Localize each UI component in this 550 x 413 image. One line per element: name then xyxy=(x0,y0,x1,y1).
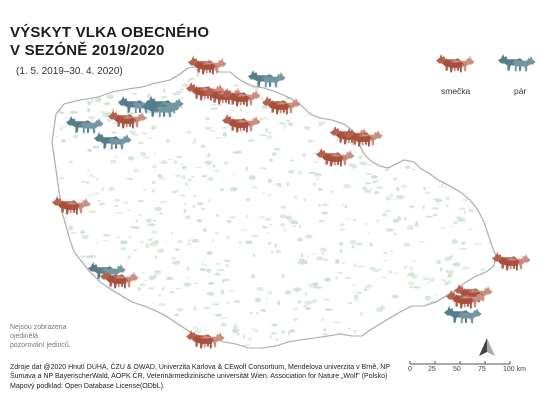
wolf-pair-marker xyxy=(66,116,104,134)
wolf-icon xyxy=(192,86,216,101)
wolf-icon xyxy=(159,98,184,114)
wolf-icon xyxy=(58,200,82,215)
wolf-pack-marker xyxy=(108,110,147,129)
wolf-pack-marker xyxy=(436,54,475,73)
wolf-pair-marker xyxy=(142,100,180,118)
wolf-icon xyxy=(261,72,286,88)
source-line-2: Šumava a NP BayerischerWald, AOPK ČR, Ve… xyxy=(10,373,388,381)
scale-label-75: 75 xyxy=(478,366,486,373)
wolf-icon xyxy=(192,334,216,349)
wolf-icon xyxy=(444,306,472,323)
title-line-1: VÝSKYT VLKA OBECNÉHO xyxy=(10,24,210,41)
wolf-icon xyxy=(452,294,476,309)
wolf-pair-marker xyxy=(94,132,132,150)
wolf-icon xyxy=(146,96,174,113)
wolf-pack-marker xyxy=(222,88,261,107)
wolf-icon xyxy=(268,100,292,115)
wolf-icon xyxy=(155,102,180,118)
legend-pack-label: smečka xyxy=(441,86,471,96)
legend-icons xyxy=(436,54,536,73)
wolf-pack-marker xyxy=(446,290,485,309)
wolf-icon xyxy=(66,116,94,133)
wolf-pack-marker xyxy=(100,270,139,289)
map-title: VÝSKYT VLKA OBECNÉHO V SEZÓNĚ 2019/2020 xyxy=(10,24,209,60)
wolf-icon xyxy=(350,132,374,147)
data-source: Zdroje dat @2020 Hnutí DUHA, ČZU & OWAD,… xyxy=(10,363,410,391)
wolf-icon xyxy=(100,264,126,280)
wolf-icon xyxy=(114,114,138,129)
north-arrow-icon xyxy=(479,338,495,356)
wolf-pack-marker xyxy=(262,96,301,115)
wolf-pair-marker xyxy=(498,54,536,72)
country-border xyxy=(51,65,497,349)
wolf-icon xyxy=(142,100,170,117)
wolf-pack-marker xyxy=(186,330,225,349)
wolf-pair-marker xyxy=(248,70,286,88)
wolf-pack-marker xyxy=(188,56,227,75)
wolf-icon xyxy=(498,54,526,71)
wolf-icon xyxy=(88,262,116,279)
wolf-icon xyxy=(78,118,104,134)
wolf-icon xyxy=(106,134,132,150)
legend-pair-label: pár xyxy=(514,86,527,96)
wolf-icon xyxy=(457,308,482,324)
source-line-3: Mapový podklad: Open Database License(OD… xyxy=(10,382,165,390)
wolf-icon xyxy=(460,288,484,303)
source-line-1: Zdroje dat @2020 Hnutí DUHA, ČZU & OWAD,… xyxy=(10,364,390,371)
wolf-markers xyxy=(52,56,531,349)
wolf-icon xyxy=(194,60,218,75)
wolf-pair-marker xyxy=(146,96,184,114)
wolf-icon xyxy=(210,90,234,105)
wolf-pack-marker xyxy=(344,128,383,147)
wolf-icon xyxy=(228,118,252,133)
wolf-pack-marker xyxy=(222,114,261,133)
wolf-pack-marker xyxy=(316,148,355,167)
scale-label-25: 25 xyxy=(428,366,436,373)
wolf-icon xyxy=(498,256,522,271)
wolf-icon xyxy=(322,152,346,167)
wolf-pack-marker xyxy=(492,252,531,271)
wolf-icon xyxy=(94,132,122,149)
scale-label-50: 50 xyxy=(453,366,461,373)
scale-label-0: 0 xyxy=(408,366,412,373)
wolf-pack-marker xyxy=(52,196,91,215)
scale-label-100: 100 km xyxy=(503,366,526,373)
note-line-2: pozorování jedinců. xyxy=(10,342,71,349)
wolf-icon xyxy=(248,70,276,87)
wolf-icon xyxy=(511,56,536,72)
scale-bar xyxy=(409,361,511,365)
title-line-2: V SEZÓNĚ 2019/2020 xyxy=(10,42,165,59)
wolf-icon xyxy=(442,58,466,73)
wolf-pair-marker xyxy=(88,262,126,280)
wolf-pair-marker xyxy=(444,306,482,324)
wolf-icon xyxy=(228,92,252,107)
map-subtitle: (1. 5. 2019–30. 4. 2020) xyxy=(16,66,123,77)
wolf-icon xyxy=(106,274,130,289)
note: Nejsou zobrazena ojedinělá pozorování je… xyxy=(10,323,90,350)
note-line-1: Nejsou zobrazena ojedinělá xyxy=(10,324,67,340)
wolf-icon xyxy=(118,96,146,113)
